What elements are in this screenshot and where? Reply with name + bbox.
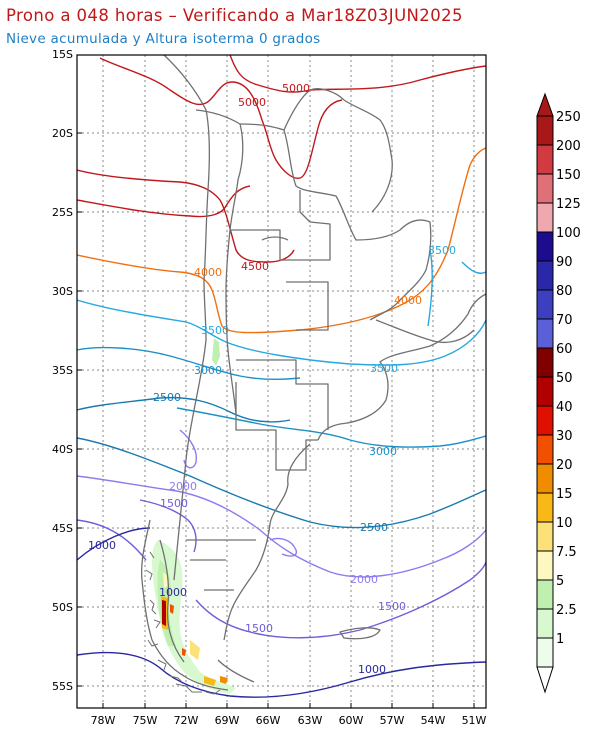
legend-arrow-top-icon [536,92,554,117]
map-title: Prono a 048 horas – Verificando a Mar18Z… [6,6,463,25]
map-plot-area [77,55,486,708]
lat-label: 30S [52,285,73,298]
legend-level-label: 80 [556,284,573,299]
lon-label: 72W [174,714,199,727]
latitude-ticks [77,54,475,708]
contour-label: 4000 [194,266,222,279]
lat-label: 50S [52,601,73,614]
lon-label: 57W [380,714,405,727]
lat-label: 55S [52,680,73,693]
legend-swatch [536,579,554,610]
legend-swatch [536,376,554,407]
lon-label: 63W [298,714,323,727]
contour-label: 5000 [238,96,266,109]
contour-label: 2000 [169,480,197,493]
contour-label: 1000 [358,663,386,676]
legend-level-label: 50 [556,371,573,386]
color-legend: 250 200 150 125 100 90 80 70 60 50 40 30 20 15 10 7.5 5 2… [536,92,581,694]
legend-level-label: 200 [556,139,581,154]
legend-level-label: 125 [556,197,581,212]
legend-level-label: 250 [556,110,581,125]
legend-level-label: 150 [556,168,581,183]
legend-swatch [536,144,554,175]
lat-label: 40S [52,443,73,456]
lat-label: 25S [52,206,73,219]
island-fragments [145,551,221,695]
legend-level-label: 60 [556,342,573,357]
map-subtitle: Nieve acumulada y Altura isoterma 0 grad… [6,31,321,47]
legend-level-label: 40 [556,400,573,415]
legend-level-label: 10 [556,516,573,531]
longitude-axis: 78W 75W 72W 69W 66W 63W 60W 57W 54W 51W [91,714,487,727]
contour-label: 3500 [201,324,229,337]
lat-label: 35S [52,364,73,377]
legend-swatch [536,434,554,465]
map-frame [76,54,487,709]
lon-label: 60W [339,714,364,727]
graticule [77,55,486,708]
legend-level-label: 1 [556,632,564,647]
legend-swatch [536,463,554,494]
lon-label: 54W [421,714,446,727]
lat-label: 45S [52,522,73,535]
contour-label: 2000 [350,573,378,586]
legend-swatch [536,289,554,320]
lon-label: 66W [256,714,281,727]
contour-label: 2500 [360,521,388,534]
latitude-axis: 15S 20S 25S 30S 35S 40S 45S 50S 55S [52,48,73,693]
legend-swatch [536,347,554,378]
lat-label: 20S [52,127,73,140]
isotherm-contours [77,55,486,698]
contour-label: 4000 [394,294,422,307]
legend-swatch [536,202,554,233]
contour-label: 1000 [88,539,116,552]
legend-level-label: 90 [556,255,573,270]
legend-swatch [536,550,554,581]
contour-label: 4500 [241,260,269,273]
legend-swatch [536,173,554,204]
lon-label: 51W [462,714,487,727]
contour-label: 1500 [245,622,273,635]
contour-label: 5000 [282,82,310,95]
legend-level-label: 100 [556,226,581,241]
legend-swatch [536,115,554,146]
legend-swatch [536,608,554,639]
legend-swatch [536,521,554,552]
contour-labels: 5000 5000 4500 4000 4000 3500 3500 3500 … [88,82,456,676]
legend-arrow-bottom-icon [536,666,554,694]
contour-label: 1500 [160,497,188,510]
lon-label: 75W [133,714,158,727]
legend-swatch [536,231,554,262]
legend-swatch [536,637,554,668]
legend-level-label: 70 [556,313,573,328]
legend-swatch [536,492,554,523]
snow-shading [152,338,236,694]
legend-level-label: 30 [556,429,573,444]
legend-swatch [536,260,554,291]
contour-label: 3000 [194,364,222,377]
contour-label: 3000 [369,445,397,458]
contour-label: 3500 [428,244,456,257]
lat-label: 15S [52,48,73,61]
contour-label: 1000 [159,586,187,599]
contour-label: 2500 [153,391,181,404]
legend-level-label: 7.5 [556,545,577,560]
country-borders [140,55,486,691]
legend-level-label: 15 [556,487,573,502]
legend-level-label: 2.5 [556,603,577,618]
legend-swatch [536,318,554,349]
contour-label: 1500 [378,600,406,613]
lon-label: 78W [91,714,116,727]
contour-label: 3500 [370,362,398,375]
legend-level-label: 5 [556,574,564,589]
lon-label: 69W [215,714,240,727]
legend-level-label: 20 [556,458,573,473]
legend-swatch [536,405,554,436]
